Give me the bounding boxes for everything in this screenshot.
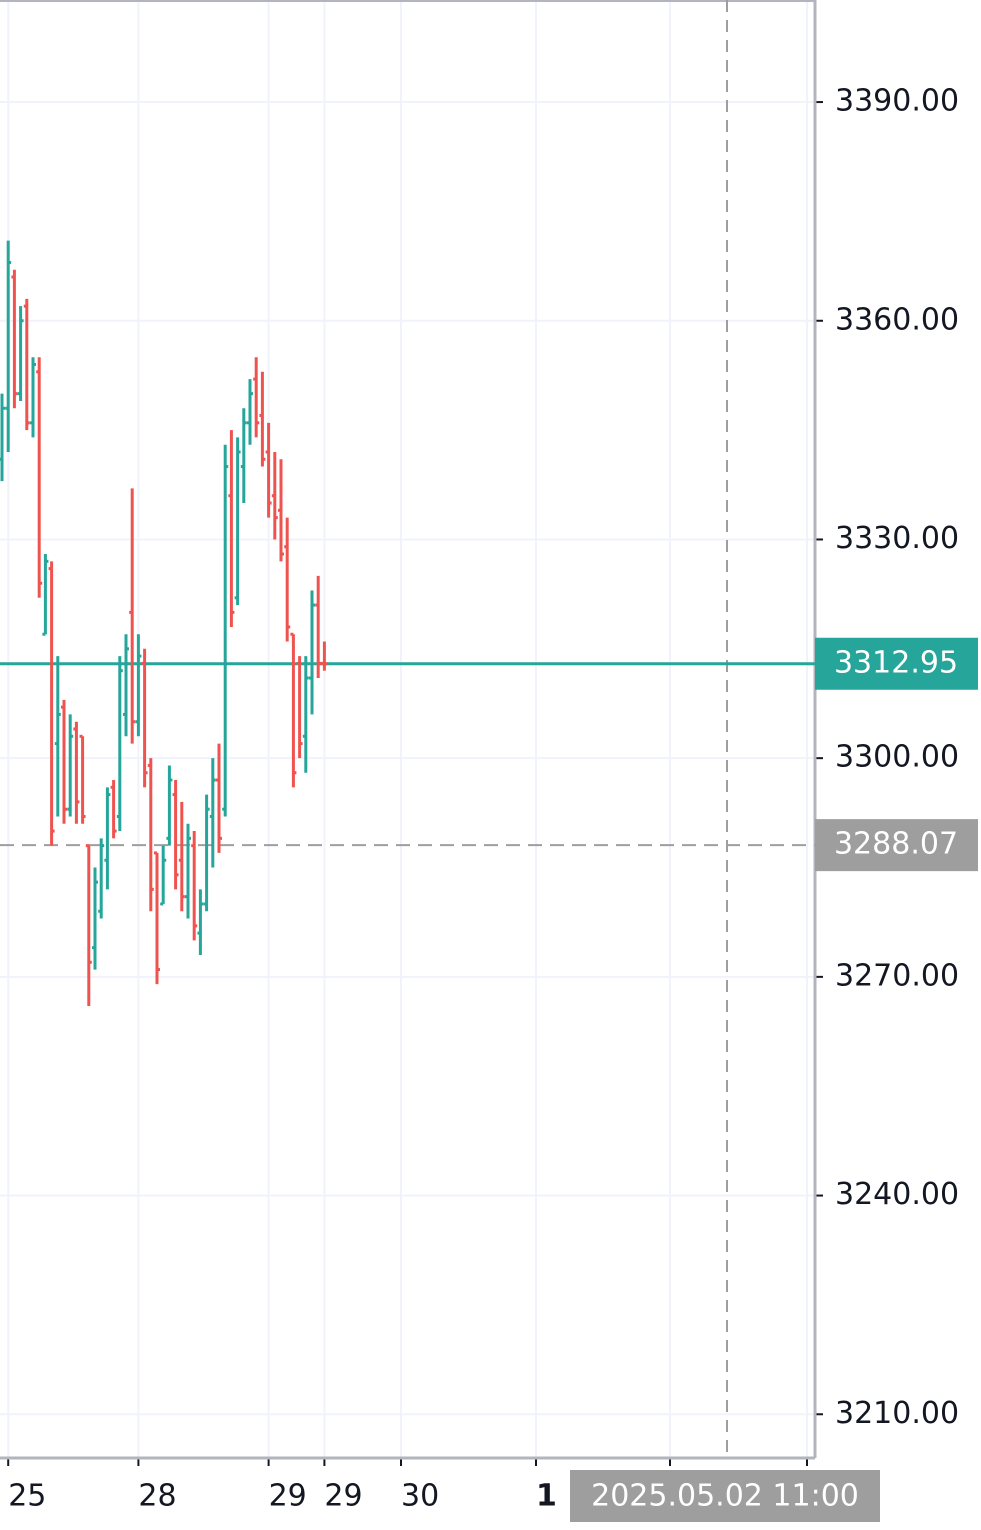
x-tick-label: 25 <box>8 1479 46 1514</box>
y-tick-label: 3360.00 <box>835 302 959 337</box>
x-tick-label: 30 <box>401 1479 439 1514</box>
price-label: 3288.07 <box>834 827 958 862</box>
y-tick-label: 3270.00 <box>835 958 959 993</box>
y-tick-label: 3240.00 <box>835 1177 959 1212</box>
crosshair-label: 2025.05.02 11:00 <box>591 1479 859 1514</box>
price-label-box <box>815 637 978 690</box>
y-tick-label: 3390.00 <box>835 84 959 119</box>
x-tick-label: 28 <box>138 1479 176 1514</box>
price-label-box <box>815 819 978 872</box>
y-tick-label: 3300.00 <box>835 740 959 775</box>
x-tick-label: 1 <box>536 1479 557 1514</box>
crosshair-label-box <box>570 1470 880 1522</box>
price-label: 3312.95 <box>834 645 958 680</box>
x-tick-label: 29 <box>269 1479 307 1514</box>
y-tick-label: 3210.00 <box>835 1396 959 1431</box>
x-tick-label: 29 <box>324 1479 362 1514</box>
y-tick-label: 3330.00 <box>835 521 959 556</box>
